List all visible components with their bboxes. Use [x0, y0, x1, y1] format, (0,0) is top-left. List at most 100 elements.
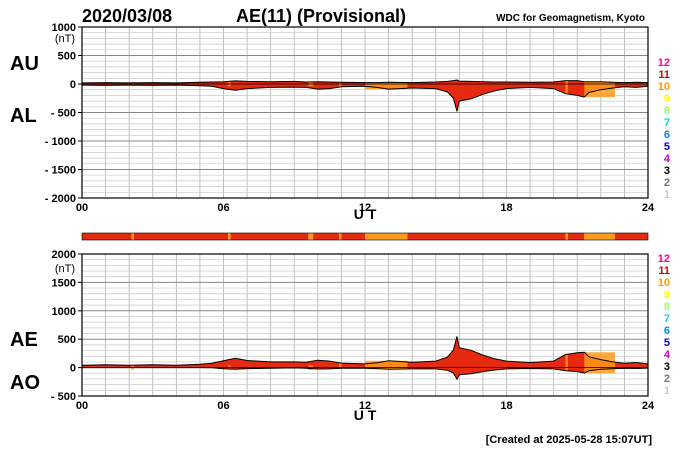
- top-legend-count-10: 10: [658, 81, 670, 93]
- station-bar-segment: [230, 233, 309, 240]
- station-bar-segment: [341, 233, 365, 240]
- al-label: AL: [10, 105, 37, 127]
- plot-title: AE(11) (Provisional): [236, 6, 406, 26]
- bottom-x-tick-label: 06: [217, 400, 229, 412]
- bottom-legend-count-2: 2: [664, 373, 670, 385]
- bottom-x-tick-labels: 00 06 12 18 24: [76, 400, 655, 412]
- station-bar-segment: [614, 233, 648, 240]
- created-timestamp: [Created at 2025-05-28 15:07UT]: [486, 434, 653, 446]
- top-y-tick-label: 0: [70, 79, 76, 91]
- bottom-grid: [82, 254, 648, 396]
- top-legend-count-4: 4: [664, 153, 671, 165]
- station-count-bar: [81, 232, 649, 241]
- top-series-al-line: [81, 84, 649, 112]
- bottom-reduced-station-fill: [565, 354, 568, 371]
- top-x-tick-label: 00: [76, 202, 88, 214]
- top-x-tick-labels: 00 06 12 18 24: [76, 202, 655, 214]
- top-legend-count-11: 11: [658, 69, 670, 81]
- top-y-tick-label: - 1500: [45, 165, 76, 177]
- top-legend-count-7: 7: [664, 117, 670, 129]
- ao-label: AO: [10, 372, 40, 394]
- top-legend-count-5: 5: [664, 141, 670, 153]
- bottom-x-tick-label: 12: [359, 400, 371, 412]
- station-bar-segment: [82, 233, 132, 240]
- top-x-tick-label: 06: [217, 202, 229, 214]
- ae-label: AE: [10, 329, 38, 351]
- top-legend-count-6: 6: [664, 129, 670, 141]
- top-y-tick-label: 500: [58, 51, 76, 63]
- top-reduced-station-fill: [584, 81, 615, 98]
- bottom-series-ae-line: [81, 336, 649, 366]
- bottom-y-tick-label: 500: [58, 334, 76, 346]
- top-legend-count-2: 2: [664, 177, 670, 189]
- data-source-label: WDC for Geomagnetism, Kyoto: [496, 13, 645, 24]
- bottom-plot-frame: [81, 253, 649, 397]
- bottom-legend-count-4: 4: [664, 349, 671, 361]
- station-bar-segment: [131, 233, 134, 240]
- bottom-y-tick-label: - 500: [51, 391, 76, 403]
- top-x-tick-label: 18: [500, 202, 512, 214]
- top-y-unit: (nT): [55, 33, 75, 45]
- bottom-legend-count-6: 6: [664, 325, 670, 337]
- bottom-legend-count-3: 3: [664, 361, 670, 373]
- top-y-tick-label: - 2000: [45, 193, 76, 205]
- station-bar-segment: [565, 233, 568, 240]
- bottom-y-tick-label: 1500: [52, 277, 76, 289]
- top-reduced-station-fill: [365, 82, 408, 90]
- station-bar-frame: [81, 232, 649, 241]
- station-bar-segment: [313, 233, 340, 240]
- top-reduced-station-fill: [565, 80, 568, 94]
- top-legend-count-8: 8: [664, 105, 670, 117]
- top-series-area-fill: [82, 80, 648, 112]
- bottom-legend-count-8: 8: [664, 301, 670, 313]
- station-bar-segment: [584, 233, 615, 240]
- station-bar-segment: [339, 233, 342, 240]
- top-y-tick-label: 1000: [52, 22, 76, 34]
- bottom-legend-count-5: 5: [664, 337, 670, 349]
- station-bar-segment: [133, 233, 229, 240]
- bottom-legend-count-12: 12: [658, 253, 670, 265]
- top-legend-count-9: 9: [664, 93, 670, 105]
- top-grid: [82, 27, 648, 198]
- bottom-reduced-station-fill: [339, 363, 342, 369]
- station-bar-segment: [228, 233, 231, 240]
- bottom-legend-count-10: 10: [658, 277, 670, 289]
- top-legend-count-3: 3: [664, 165, 670, 177]
- bottom-data-area: [81, 253, 649, 397]
- au-label: AU: [10, 53, 39, 75]
- bottom-reduced-station-fill: [365, 360, 408, 370]
- bottom-y-unit: (nT): [55, 263, 75, 275]
- bottom-y-tick-labels: 2000 1500 1000 500 0 - 500: [51, 249, 82, 403]
- top-series-au-line: [81, 79, 649, 84]
- bottom-legend-count-1: 1: [664, 385, 670, 397]
- station-bar-segment: [308, 233, 314, 240]
- top-legend-count-12: 12: [658, 57, 670, 69]
- bottom-x-tick-label: 24: [642, 400, 655, 412]
- top-y-tick-label: - 500: [51, 108, 76, 120]
- top-reduced-station-fill: [339, 82, 342, 87]
- station-bar-segment: [567, 233, 585, 240]
- top-y-tick-label: - 1000: [45, 136, 76, 148]
- bottom-legend-count-7: 7: [664, 313, 670, 325]
- plot-date: 2020/03/08: [82, 6, 172, 26]
- bottom-y-tick-label: 0: [70, 363, 76, 375]
- top-legend-count-1: 1: [664, 189, 670, 201]
- bottom-legend-count-9: 9: [664, 289, 670, 301]
- bottom-legend-count-11: 11: [658, 265, 670, 277]
- bottom-x-tick-label: 00: [76, 400, 88, 412]
- bottom-y-tick-label: 2000: [52, 249, 76, 261]
- top-data-area: [81, 26, 649, 199]
- bottom-series-ao-line: [82, 367, 649, 381]
- top-x-tick-label: 24: [642, 202, 655, 214]
- bottom-x-axis-label: U T: [354, 407, 377, 423]
- top-y-tick-labels: 1000 500 0 - 500 - 1000 - 1500 - 2000: [45, 22, 82, 205]
- top-x-axis-label: U T: [354, 206, 377, 222]
- bottom-x-tick-label: 18: [500, 400, 512, 412]
- station-bar-segment: [365, 233, 408, 240]
